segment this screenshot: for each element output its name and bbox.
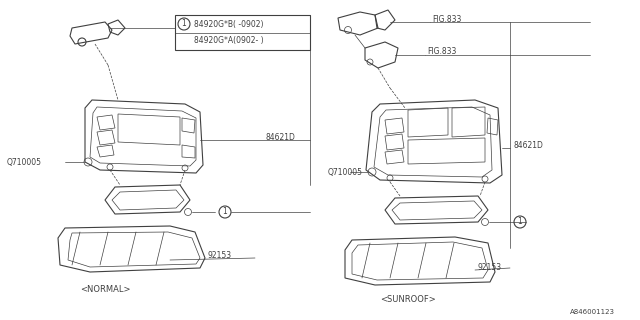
- Text: <SUNROOF>: <SUNROOF>: [380, 295, 436, 305]
- Text: 1: 1: [182, 20, 186, 28]
- Text: 84920G*A(0902- ): 84920G*A(0902- ): [194, 36, 264, 45]
- Text: 84920G*B( -0902): 84920G*B( -0902): [194, 20, 264, 28]
- Text: FIG.833: FIG.833: [427, 47, 456, 57]
- Text: 1: 1: [518, 218, 522, 227]
- Text: <NORMAL>: <NORMAL>: [80, 285, 131, 294]
- Text: FIG.833: FIG.833: [432, 14, 461, 23]
- Text: 84621D: 84621D: [265, 132, 295, 141]
- Text: A846001123: A846001123: [570, 309, 615, 315]
- Text: 92153: 92153: [208, 251, 232, 260]
- Text: 84621D: 84621D: [513, 140, 543, 149]
- Bar: [175, 15, 310, 50]
- Text: 1: 1: [223, 207, 227, 217]
- Text: Q710005: Q710005: [328, 167, 363, 177]
- Text: 92153: 92153: [478, 262, 502, 271]
- Text: Q710005: Q710005: [7, 157, 42, 166]
